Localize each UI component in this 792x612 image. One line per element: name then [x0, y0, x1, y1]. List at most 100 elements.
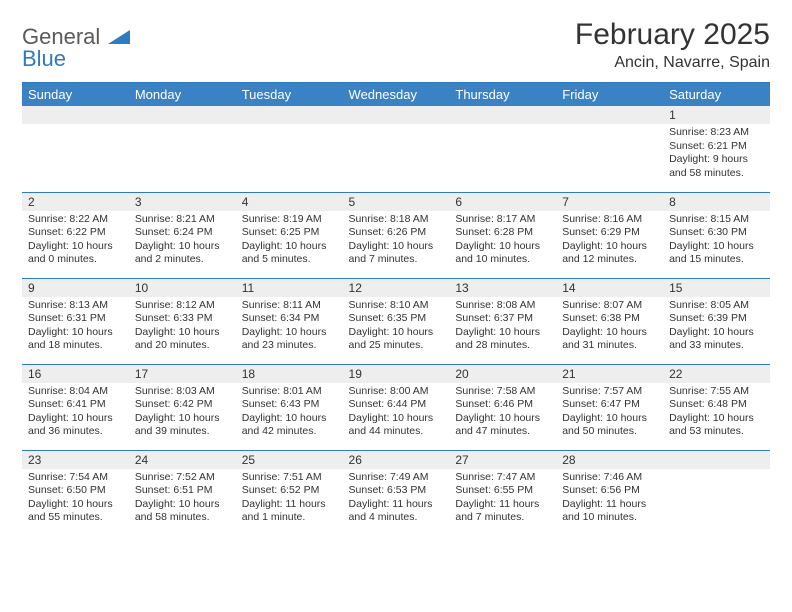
calendar-day-cell: 25Sunrise: 7:51 AMSunset: 6:52 PMDayligh…	[236, 450, 343, 536]
calendar-day-cell: 6Sunrise: 8:17 AMSunset: 6:28 PMDaylight…	[449, 192, 556, 278]
calendar-day-cell: 15Sunrise: 8:05 AMSunset: 6:39 PMDayligh…	[663, 278, 770, 364]
day-number: 21	[556, 365, 663, 383]
sunrise-line: Sunrise: 8:01 AM	[242, 385, 337, 399]
daylight-line: Daylight: 10 hours and 10 minutes.	[455, 240, 550, 267]
calendar-day-cell: 5Sunrise: 8:18 AMSunset: 6:26 PMDaylight…	[343, 192, 450, 278]
day-number: 4	[236, 193, 343, 211]
calendar-week-row: 16Sunrise: 8:04 AMSunset: 6:41 PMDayligh…	[22, 364, 770, 450]
day-number: 27	[449, 451, 556, 469]
daylight-line: Daylight: 10 hours and 25 minutes.	[349, 326, 444, 353]
daylight-line: Daylight: 11 hours and 7 minutes.	[455, 498, 550, 525]
daylight-line: Daylight: 10 hours and 55 minutes.	[28, 498, 123, 525]
calendar-day-cell: 21Sunrise: 7:57 AMSunset: 6:47 PMDayligh…	[556, 364, 663, 450]
day-body	[22, 124, 129, 130]
sunset-line: Sunset: 6:50 PM	[28, 484, 123, 498]
weekday-header: Friday	[556, 83, 663, 106]
day-number	[556, 106, 663, 124]
sunrise-line: Sunrise: 8:03 AM	[135, 385, 230, 399]
day-number: 6	[449, 193, 556, 211]
sunrise-line: Sunrise: 8:15 AM	[669, 213, 764, 227]
calendar-day-cell: 17Sunrise: 8:03 AMSunset: 6:42 PMDayligh…	[129, 364, 236, 450]
sunrise-line: Sunrise: 8:12 AM	[135, 299, 230, 313]
sunrise-line: Sunrise: 8:17 AM	[455, 213, 550, 227]
sunrise-line: Sunrise: 7:54 AM	[28, 471, 123, 485]
day-number: 18	[236, 365, 343, 383]
calendar-day-cell: 7Sunrise: 8:16 AMSunset: 6:29 PMDaylight…	[556, 192, 663, 278]
sunrise-line: Sunrise: 8:07 AM	[562, 299, 657, 313]
day-body: Sunrise: 8:10 AMSunset: 6:35 PMDaylight:…	[343, 297, 450, 358]
weekday-header-row: SundayMondayTuesdayWednesdayThursdayFrid…	[22, 83, 770, 106]
day-number	[22, 106, 129, 124]
day-body	[236, 124, 343, 130]
day-body: Sunrise: 8:04 AMSunset: 6:41 PMDaylight:…	[22, 383, 129, 444]
logo-triangle-icon	[108, 28, 130, 44]
daylight-line: Daylight: 10 hours and 23 minutes.	[242, 326, 337, 353]
day-body	[663, 469, 770, 475]
day-number: 9	[22, 279, 129, 297]
calendar-day-cell: 18Sunrise: 8:01 AMSunset: 6:43 PMDayligh…	[236, 364, 343, 450]
day-number: 12	[343, 279, 450, 297]
sunset-line: Sunset: 6:46 PM	[455, 398, 550, 412]
calendar-day-cell: 11Sunrise: 8:11 AMSunset: 6:34 PMDayligh…	[236, 278, 343, 364]
daylight-line: Daylight: 10 hours and 47 minutes.	[455, 412, 550, 439]
sunrise-line: Sunrise: 7:58 AM	[455, 385, 550, 399]
calendar-day-cell: 24Sunrise: 7:52 AMSunset: 6:51 PMDayligh…	[129, 450, 236, 536]
calendar-empty-cell	[343, 106, 450, 192]
daylight-line: Daylight: 10 hours and 58 minutes.	[135, 498, 230, 525]
sunset-line: Sunset: 6:52 PM	[242, 484, 337, 498]
day-body: Sunrise: 8:15 AMSunset: 6:30 PMDaylight:…	[663, 211, 770, 272]
logo-blue: Blue	[22, 46, 132, 72]
weekday-header: Thursday	[449, 83, 556, 106]
day-number: 11	[236, 279, 343, 297]
day-number: 10	[129, 279, 236, 297]
calendar-day-cell: 4Sunrise: 8:19 AMSunset: 6:25 PMDaylight…	[236, 192, 343, 278]
day-body: Sunrise: 7:58 AMSunset: 6:46 PMDaylight:…	[449, 383, 556, 444]
day-body: Sunrise: 8:18 AMSunset: 6:26 PMDaylight:…	[343, 211, 450, 272]
sunrise-line: Sunrise: 8:18 AM	[349, 213, 444, 227]
daylight-line: Daylight: 10 hours and 2 minutes.	[135, 240, 230, 267]
sunrise-line: Sunrise: 8:16 AM	[562, 213, 657, 227]
calendar-day-cell: 10Sunrise: 8:12 AMSunset: 6:33 PMDayligh…	[129, 278, 236, 364]
calendar-week-row: 9Sunrise: 8:13 AMSunset: 6:31 PMDaylight…	[22, 278, 770, 364]
header: General Blue February 2025 Ancin, Navarr…	[22, 18, 770, 72]
calendar-day-cell: 26Sunrise: 7:49 AMSunset: 6:53 PMDayligh…	[343, 450, 450, 536]
calendar-table: SundayMondayTuesdayWednesdayThursdayFrid…	[22, 83, 770, 536]
sunrise-line: Sunrise: 7:52 AM	[135, 471, 230, 485]
calendar-day-cell: 20Sunrise: 7:58 AMSunset: 6:46 PMDayligh…	[449, 364, 556, 450]
sunset-line: Sunset: 6:41 PM	[28, 398, 123, 412]
calendar-week-row: 1Sunrise: 8:23 AMSunset: 6:21 PMDaylight…	[22, 106, 770, 192]
day-body: Sunrise: 7:57 AMSunset: 6:47 PMDaylight:…	[556, 383, 663, 444]
daylight-line: Daylight: 10 hours and 28 minutes.	[455, 326, 550, 353]
sunrise-line: Sunrise: 8:22 AM	[28, 213, 123, 227]
sunset-line: Sunset: 6:29 PM	[562, 226, 657, 240]
sunset-line: Sunset: 6:56 PM	[562, 484, 657, 498]
sunset-line: Sunset: 6:48 PM	[669, 398, 764, 412]
day-body: Sunrise: 7:52 AMSunset: 6:51 PMDaylight:…	[129, 469, 236, 530]
day-body: Sunrise: 8:12 AMSunset: 6:33 PMDaylight:…	[129, 297, 236, 358]
sunrise-line: Sunrise: 8:11 AM	[242, 299, 337, 313]
daylight-line: Daylight: 10 hours and 50 minutes.	[562, 412, 657, 439]
calendar-day-cell: 23Sunrise: 7:54 AMSunset: 6:50 PMDayligh…	[22, 450, 129, 536]
day-body: Sunrise: 8:16 AMSunset: 6:29 PMDaylight:…	[556, 211, 663, 272]
daylight-line: Daylight: 10 hours and 5 minutes.	[242, 240, 337, 267]
sunset-line: Sunset: 6:43 PM	[242, 398, 337, 412]
day-number: 19	[343, 365, 450, 383]
day-body	[129, 124, 236, 130]
day-body: Sunrise: 8:19 AMSunset: 6:25 PMDaylight:…	[236, 211, 343, 272]
day-number: 26	[343, 451, 450, 469]
sunset-line: Sunset: 6:30 PM	[669, 226, 764, 240]
calendar-day-cell: 28Sunrise: 7:46 AMSunset: 6:56 PMDayligh…	[556, 450, 663, 536]
daylight-line: Daylight: 10 hours and 33 minutes.	[669, 326, 764, 353]
day-number: 14	[556, 279, 663, 297]
calendar-day-cell: 8Sunrise: 8:15 AMSunset: 6:30 PMDaylight…	[663, 192, 770, 278]
sunrise-line: Sunrise: 7:46 AM	[562, 471, 657, 485]
day-number: 28	[556, 451, 663, 469]
calendar-week-row: 2Sunrise: 8:22 AMSunset: 6:22 PMDaylight…	[22, 192, 770, 278]
sunset-line: Sunset: 6:35 PM	[349, 312, 444, 326]
sunset-line: Sunset: 6:47 PM	[562, 398, 657, 412]
sunrise-line: Sunrise: 8:08 AM	[455, 299, 550, 313]
sunset-line: Sunset: 6:22 PM	[28, 226, 123, 240]
calendar-body: 1Sunrise: 8:23 AMSunset: 6:21 PMDaylight…	[22, 106, 770, 536]
day-body: Sunrise: 8:11 AMSunset: 6:34 PMDaylight:…	[236, 297, 343, 358]
calendar-empty-cell	[663, 450, 770, 536]
